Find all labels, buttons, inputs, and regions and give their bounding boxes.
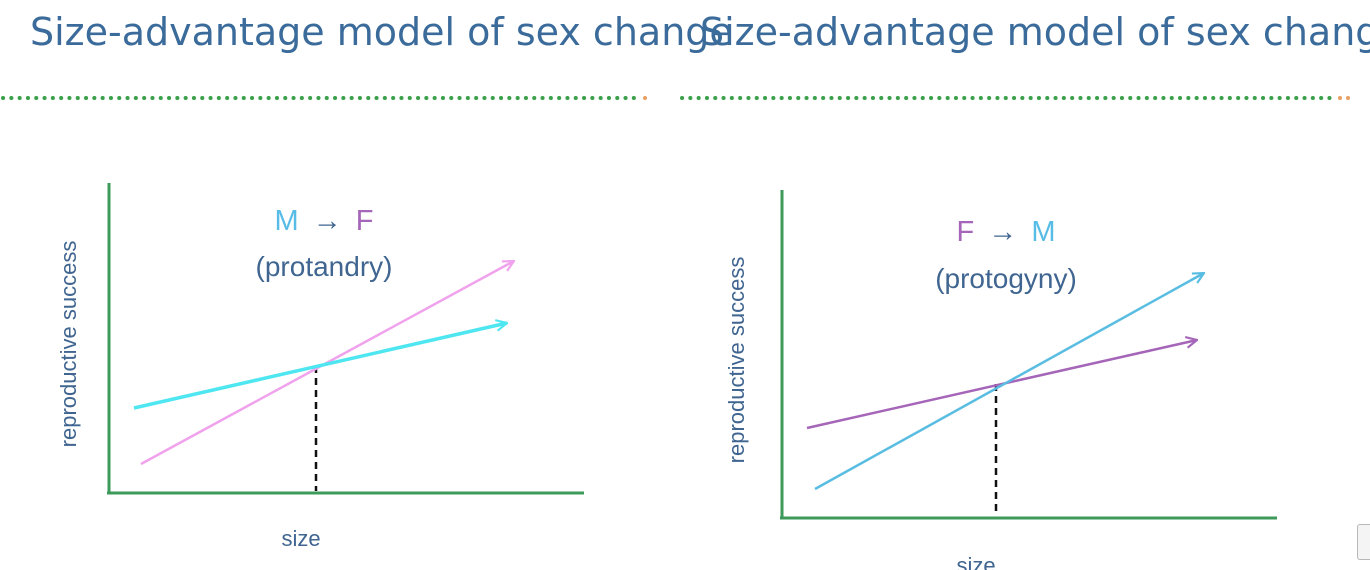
side-scroll-tab[interactable]: [1357, 524, 1370, 560]
slide-protandry: Size-advantage model of sex change repro…: [0, 0, 733, 570]
x-axis-label: size: [956, 553, 995, 570]
sex-change-label: F → M: [956, 216, 1055, 248]
slide-title: Size-advantage model of sex change: [700, 10, 1370, 54]
dotted-divider: [1, 96, 647, 100]
dotted-divider: [680, 96, 1350, 100]
male-success-line: [133, 323, 507, 410]
sex-change-label: M → F: [274, 205, 373, 237]
x-axis-label: size: [281, 526, 320, 551]
final-sex-label: F: [356, 205, 374, 237]
slide-title: Size-advantage model of sex change: [30, 10, 733, 54]
final-sex-label: M: [1031, 216, 1055, 248]
strategy-label: (protandry): [256, 251, 393, 282]
initial-sex-label: F: [956, 216, 974, 248]
y-axis-label: reproductive success: [56, 241, 81, 448]
slide-protogyny: Size-advantage model of sex change repro…: [680, 0, 1370, 570]
protandry-diagram: reproductive success size M → F (protand…: [56, 183, 584, 551]
change-arrow: →: [988, 216, 1017, 248]
male-success-line: [814, 273, 1204, 491]
change-arrow: →: [313, 205, 342, 237]
protogyny-diagram: reproductive success size F → M (protogy…: [724, 190, 1277, 570]
y-axis-label: reproductive success: [724, 257, 749, 464]
strategy-label: (protogyny): [935, 263, 1077, 294]
initial-sex-label: M: [274, 205, 298, 237]
